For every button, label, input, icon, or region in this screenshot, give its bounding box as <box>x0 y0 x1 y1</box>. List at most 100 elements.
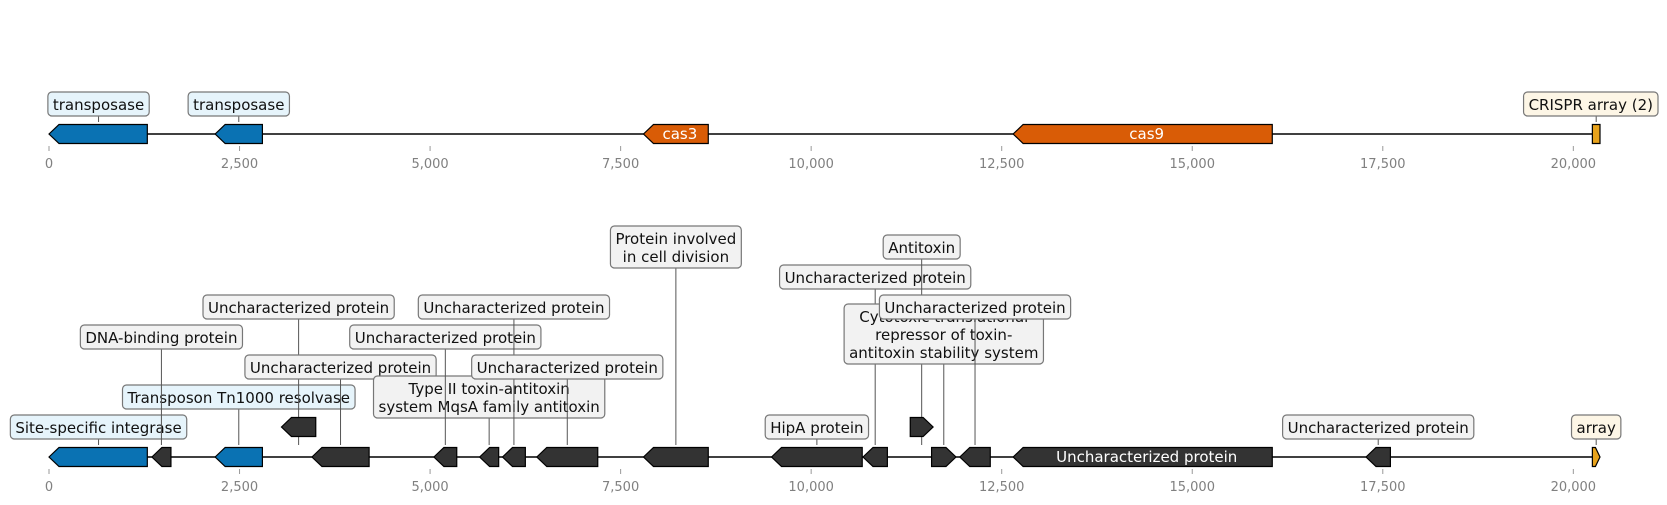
feature-layer: cas3 cas9 <box>48 123 1601 145</box>
label-text: Uncharacterized protein <box>208 299 389 317</box>
label-text: Uncharacterized protein <box>423 299 604 317</box>
feature-label: transposase <box>187 91 291 122</box>
feature-label: DNA-binding protein <box>79 324 244 445</box>
gene-inline-label: cas3 <box>662 125 697 143</box>
gene-arrow-shape <box>1365 446 1392 468</box>
gene-arrow-shape <box>151 446 172 468</box>
label-text: antitoxin stability system <box>849 344 1038 362</box>
label-box <box>121 384 356 410</box>
feature-label: transposase <box>47 91 150 122</box>
label-text: in cell division <box>623 248 729 266</box>
label-box <box>349 324 542 350</box>
feature-label: Uncharacterized protein <box>349 324 542 445</box>
gene-arrow <box>48 123 148 145</box>
gene-arrow-shape <box>642 123 709 145</box>
label-text: repressor of toxin- <box>875 326 1012 344</box>
label-box <box>79 324 244 350</box>
top-track: 0 2,500 5,000 7,500 10,000 12,500 15,000 17,500… <box>45 91 1659 172</box>
gene-arrow-shape <box>214 446 264 468</box>
feature-label: Transposon Tn1000 resolvase <box>121 384 356 445</box>
label-text: transposase <box>53 96 144 114</box>
label-box <box>1522 91 1659 117</box>
label-layer: transposase transposase CRISPR array (2) <box>47 91 1659 122</box>
label-box <box>187 91 291 117</box>
axis-tick-label: 2,500 <box>221 157 258 172</box>
gene-arrow <box>642 446 709 468</box>
feature-label: Uncharacterized protein <box>878 294 1072 445</box>
feature-label: Uncharacterized protein <box>417 294 611 445</box>
gene-arrow <box>151 446 172 468</box>
gene-arrow: Uncharacterized protein <box>1012 446 1273 468</box>
label-text: system MqsA family antitoxin <box>379 398 600 416</box>
feature-label: Uncharacterized protein <box>1282 414 1475 445</box>
axis-tick-label: 2,500 <box>221 480 258 495</box>
gene-arrow <box>501 446 526 468</box>
feature-label: Antitoxin <box>882 234 961 445</box>
gene-arrow-shape <box>770 446 863 468</box>
axis-tick-label: 15,000 <box>1169 480 1215 495</box>
gene-arrow-shape <box>433 446 458 468</box>
feature-label: array <box>1570 414 1622 445</box>
gene-arrow-shape <box>1012 446 1273 468</box>
axis-tick-label: 5,000 <box>411 480 448 495</box>
axis-tick-label: 20,000 <box>1551 157 1597 172</box>
gene-arrow-shape <box>311 446 370 468</box>
feature-label: HipA protein <box>764 414 870 445</box>
gene-arrow-shape <box>930 446 957 468</box>
gene-arrow <box>280 416 317 438</box>
gene-arrow <box>535 446 599 468</box>
label-text: CRISPR array (2) <box>1529 96 1653 114</box>
label-box <box>417 294 611 320</box>
gene-arrow-shape <box>280 416 317 438</box>
gene-arrow-shape <box>48 446 148 468</box>
gene-arrow <box>909 416 934 438</box>
axis-tick-label: 15,000 <box>1169 157 1215 172</box>
axis-tick-label: 10,000 <box>788 480 834 495</box>
gene-arrow-shape <box>642 446 709 468</box>
label-text: Antitoxin <box>888 239 955 257</box>
label-box <box>764 414 870 440</box>
gene-arrow <box>930 446 957 468</box>
label-text: Type II toxin-antitoxin <box>408 380 570 398</box>
gene-arrow-shape <box>478 446 500 468</box>
gene-arrow-shape <box>1591 446 1601 468</box>
gene-arrow <box>311 446 370 468</box>
axis-tick-label: 12,500 <box>979 480 1025 495</box>
axis-tick-label: 0 <box>45 157 53 172</box>
label-box <box>1570 414 1622 440</box>
label-layer: Site-specific integrase Transposon Tn1000… <box>9 225 1622 445</box>
gene-arrow-shape <box>214 123 264 145</box>
axis-tick-label: 0 <box>45 480 53 495</box>
feature-label: Uncharacterized protein <box>244 354 437 445</box>
label-box <box>882 234 961 260</box>
label-text: Uncharacterized protein <box>355 329 536 347</box>
label-box <box>244 354 437 380</box>
gene-arrow <box>862 446 888 468</box>
gene-arrow <box>48 446 148 468</box>
label-text: Transposon Tn1000 resolvase <box>126 389 350 407</box>
label-text: Uncharacterized protein <box>884 299 1065 317</box>
label-text: transposase <box>193 96 284 114</box>
gene-arrow <box>214 446 264 468</box>
label-text: array <box>1577 419 1616 437</box>
axis-tick-label: 12,500 <box>979 157 1025 172</box>
label-text: Site-specific integrase <box>15 419 181 437</box>
axis-tick-label: 7,500 <box>602 480 639 495</box>
label-box <box>47 91 150 117</box>
gene-inline-label: Uncharacterized protein <box>1056 448 1237 466</box>
gene-arrow <box>433 446 458 468</box>
gene-arrow-shape <box>958 446 991 468</box>
feature-layer: Uncharacterized protein <box>48 416 1601 468</box>
label-text: Uncharacterized protein <box>477 359 658 377</box>
gene-arrow <box>770 446 863 468</box>
feature-label: Cytotoxic translationalrepressor of toxi… <box>843 303 1045 445</box>
label-text: Uncharacterized protein <box>785 269 966 287</box>
label-box <box>609 225 742 269</box>
axis-tick-label: 7,500 <box>602 157 639 172</box>
gene-arrow-shape <box>862 446 888 468</box>
gene-arrow-shape <box>1591 123 1601 145</box>
gene-arrow <box>478 446 500 468</box>
gene-inline-label: cas9 <box>1129 125 1164 143</box>
